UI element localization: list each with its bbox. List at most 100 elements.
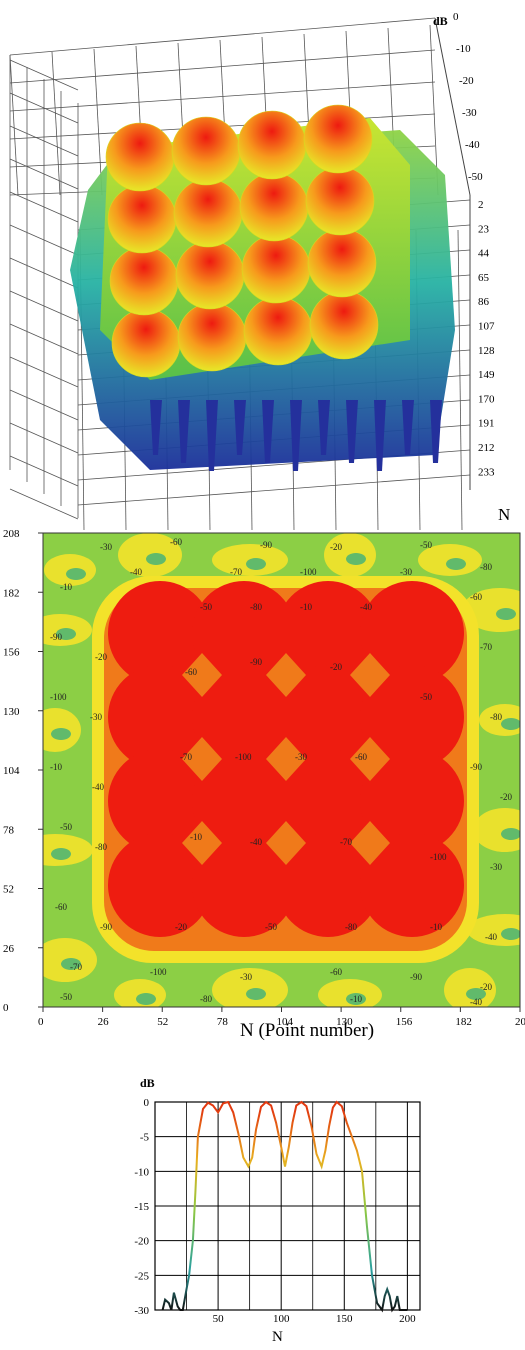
contour-main-beam xyxy=(192,581,296,685)
contour-level-label: -90 xyxy=(470,762,482,772)
contour-deep-null xyxy=(346,553,366,565)
contour-saddle xyxy=(266,737,306,781)
contour-level-label: -90 xyxy=(260,540,272,550)
contour-y-tick: 0 xyxy=(3,1002,9,1014)
surface-z-tick: 0 xyxy=(453,11,459,23)
contour-level-label: -80 xyxy=(200,994,212,1004)
contour-level-label: -70 xyxy=(230,567,242,577)
contour-level-label: -20 xyxy=(95,652,107,662)
contour-main-beam xyxy=(192,665,296,769)
contour-level-label: -60 xyxy=(330,967,342,977)
surface-peak xyxy=(243,296,313,366)
contour-main-beam xyxy=(108,833,212,937)
contour-main-beam xyxy=(276,749,380,853)
contour-main-beam xyxy=(360,665,464,769)
profile-chart: 0 -5 -10 -15 -20 -25 -30 50 100 150 200 dB N xyxy=(134,1076,421,1345)
surface-n-tick: 149 xyxy=(478,369,495,381)
contour-level-label: -80 xyxy=(480,562,492,572)
contour-deep-null xyxy=(346,993,366,1005)
contour-deep-null xyxy=(61,958,81,970)
surface-grid-line xyxy=(457,229,463,531)
surface-sidelobe-dip xyxy=(262,400,274,463)
surface-sidelobe-dip xyxy=(346,400,358,463)
surface-z-tick: -50 xyxy=(468,171,483,183)
profile-y-tick: -30 xyxy=(134,1305,149,1317)
contour-deep-null xyxy=(501,928,520,940)
surface-peak xyxy=(241,234,311,304)
contour-level-labels: -30 -60 -90 -20 -50 -80 -10 -40 -70 -100 -30 -60 -90… xyxy=(50,537,512,1007)
surface-z-tick: -20 xyxy=(459,75,474,87)
surface-grid-line xyxy=(9,49,436,84)
contour-level-label: -30 xyxy=(490,862,502,872)
contour-level-label: -10 xyxy=(350,994,362,1004)
profile-series-line xyxy=(161,1100,408,1313)
contour-level-label: -40 xyxy=(92,782,104,792)
surface-grid-line xyxy=(9,81,436,112)
surface-sidelobe-dip xyxy=(374,400,386,471)
contour-x-tick: 104 xyxy=(277,1016,294,1028)
contour-level-label: -10 xyxy=(430,922,442,932)
surface-n-tick: 170 xyxy=(478,393,495,405)
surface-grid-line xyxy=(93,48,103,196)
surface-peak xyxy=(171,116,241,186)
profile-x-tick: 200 xyxy=(399,1313,416,1325)
contour-level-label: -50 xyxy=(420,540,432,550)
surface-n-label: N xyxy=(498,505,510,524)
contour-deep-null xyxy=(446,558,466,570)
surface-z-tick: -40 xyxy=(465,139,480,151)
surface-plot: 0 -10 -20 -30 -40 -50 2 23 44 65 86 107 128 149 170 191… xyxy=(9,11,510,531)
contour-level-label: -70 xyxy=(480,642,492,652)
profile-x-tick: 100 xyxy=(273,1313,290,1325)
contour-saddle xyxy=(350,737,390,781)
contour-level-label: -50 xyxy=(265,922,277,932)
profile-y-tick: -20 xyxy=(134,1236,149,1248)
surface-grid-line xyxy=(9,488,79,520)
surface-n-tick: 23 xyxy=(478,223,490,235)
contour-saddle xyxy=(266,821,306,865)
contour-level-label: -40 xyxy=(360,602,372,612)
contour-main-beam xyxy=(108,749,212,853)
contour-level-label: -100 xyxy=(300,567,317,577)
surface-n-tick: 191 xyxy=(478,418,495,430)
contour-y-tick: 104 xyxy=(3,765,20,777)
contour-level-label: -20 xyxy=(480,982,492,992)
contour-level-label: -80 xyxy=(345,922,357,932)
surface-sidelobe-dip xyxy=(150,400,162,455)
contour-main-beam xyxy=(108,581,212,685)
profile-x-tick: 150 xyxy=(336,1313,353,1325)
contour-level-label: -10 xyxy=(50,762,62,772)
contour-level-label: -20 xyxy=(175,922,187,932)
contour-level-label: -70 xyxy=(340,837,352,847)
contour-level-label: -30 xyxy=(295,752,307,762)
contour-y-tick: 52 xyxy=(3,884,14,896)
contour-y-tick: 182 xyxy=(3,587,20,599)
contour-level-label: -40 xyxy=(250,837,262,847)
contour-deep-null xyxy=(146,553,166,565)
surface-peak xyxy=(107,184,177,254)
contour-level-label: -90 xyxy=(250,657,262,667)
contour-deep-null xyxy=(466,988,486,1000)
contour-side-lobe xyxy=(318,979,382,1007)
profile-y-tick: 0 xyxy=(144,1097,150,1109)
contour-deep-null xyxy=(51,848,71,860)
contour-level-label: -20 xyxy=(330,662,342,672)
surface-peak xyxy=(307,228,377,298)
surface-sidelobe-dip xyxy=(290,400,302,471)
contour-deep-null xyxy=(66,568,86,580)
contour-saddle xyxy=(266,653,306,697)
contour-main-beam xyxy=(276,665,380,769)
contour-level-label: -100 xyxy=(150,967,167,977)
surface-n-tick: 86 xyxy=(478,296,490,308)
contour-level-label: -80 xyxy=(95,842,107,852)
surface-tick-labels: 0 -10 -20 -30 -40 -50 2 23 44 65 86 107 128 149 170 191… xyxy=(453,11,495,478)
contour-level-label: -100 xyxy=(430,852,447,862)
contour-level-label: -60 xyxy=(170,537,182,547)
contour-level-label: -10 xyxy=(190,832,202,842)
contour-x-tick: 156 xyxy=(396,1016,413,1028)
surface-n-tick: 233 xyxy=(478,466,495,478)
surface-plot-panel: 0 -10 -20 -30 -40 -50 2 23 44 65 86 107 128 149 170 191… xyxy=(0,0,525,531)
surface-z-tick: -30 xyxy=(462,107,477,119)
contour-x-label: N (Point number) xyxy=(240,1020,374,1041)
contour-side-lobes xyxy=(43,533,520,1007)
contour-level-label: -30 xyxy=(100,542,112,552)
